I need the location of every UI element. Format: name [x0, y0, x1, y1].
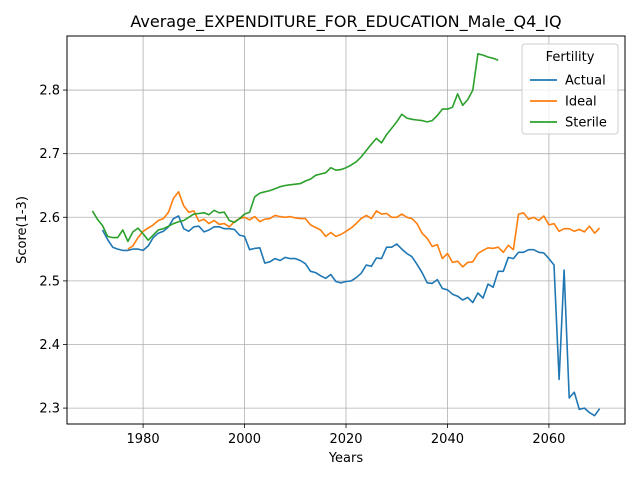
y-axis-ticks: 2.3 2.4 2.5 2.6 2.7 2.8 [39, 84, 67, 417]
legend-label-sterile: Sterile [565, 116, 607, 131]
x-tick-label: 1980 [127, 432, 160, 447]
y-tick-label: 2.8 [39, 84, 60, 99]
legend: Fertility Actual Ideal Sterile [521, 43, 619, 135]
x-axis-ticks: 1980 2000 2020 2040 2060 [127, 424, 565, 447]
y-tick-label: 2.3 [39, 402, 60, 417]
y-tick-label: 2.4 [39, 338, 60, 353]
series-layer [91, 52, 601, 417]
y-tick-label: 2.7 [39, 147, 60, 162]
legend-title: Fertility [546, 50, 595, 65]
legend-items: Actual Ideal Sterile [530, 74, 607, 131]
chart-title: Average_EXPENDITURE_FOR_EDUCATION_Male_Q… [130, 12, 561, 32]
x-tick-label: 2040 [431, 432, 464, 447]
x-axis-label: Years [328, 451, 364, 466]
grid-lines [67, 36, 625, 424]
y-tick-label: 2.6 [39, 211, 60, 226]
series-line-actual [101, 215, 601, 417]
legend-label-ideal: Ideal [565, 95, 597, 110]
series-line-ideal [127, 191, 601, 268]
legend-label-actual: Actual [565, 74, 606, 89]
legend-box [521, 43, 619, 135]
y-axis-label: Score(1-3) [15, 196, 30, 264]
x-tick-label: 2000 [228, 432, 261, 447]
x-tick-label: 2060 [532, 432, 565, 447]
series-line-sterile [91, 52, 499, 243]
y-tick-label: 2.5 [39, 274, 60, 289]
x-tick-label: 2020 [329, 432, 362, 447]
